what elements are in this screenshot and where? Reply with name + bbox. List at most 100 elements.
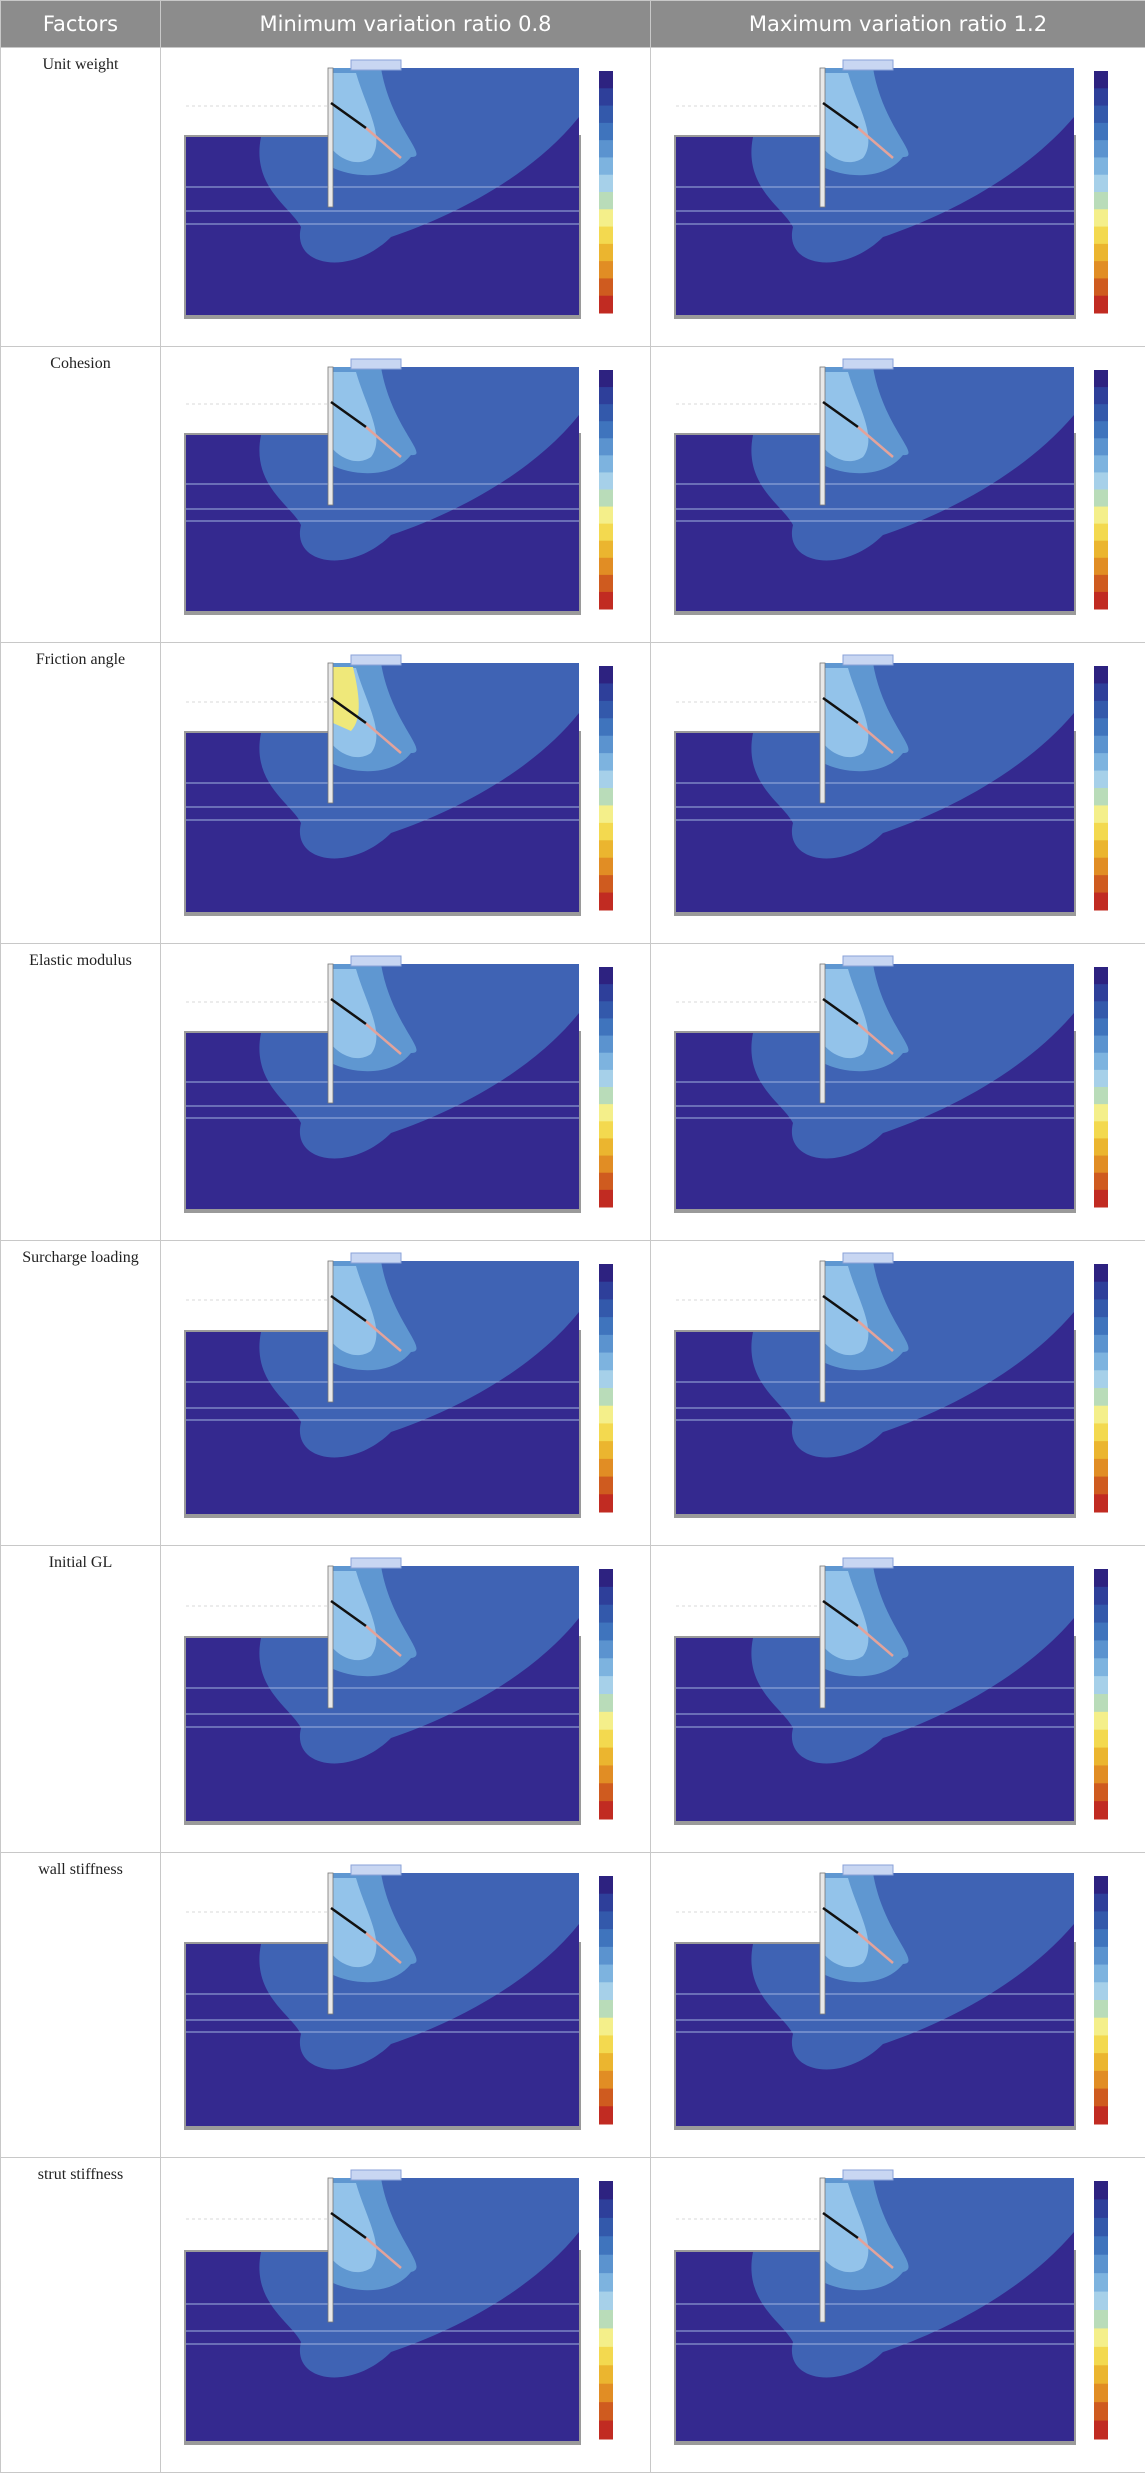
legend-swatch xyxy=(1094,192,1108,210)
legend-swatch xyxy=(1094,209,1108,227)
legend-swatch xyxy=(1094,893,1108,911)
stress-contour-plot xyxy=(184,2170,613,2445)
stress-contour-plot xyxy=(184,359,613,615)
legend-swatch xyxy=(599,2292,613,2311)
legend-swatch xyxy=(599,123,613,141)
legend-swatch xyxy=(599,967,613,985)
factor-label: wall stiffness xyxy=(1,1853,161,2158)
legend-swatch xyxy=(1094,1605,1108,1623)
surcharge-load xyxy=(843,1558,893,1568)
legend-swatch xyxy=(599,858,613,876)
table-row: Elastic modulus xyxy=(1,944,1145,1241)
colour-scale-legend xyxy=(1094,1569,1108,1820)
legend-swatch xyxy=(599,701,613,719)
stress-contour-plot xyxy=(674,359,1108,615)
legend-swatch xyxy=(1094,771,1108,789)
legend-swatch xyxy=(599,88,613,106)
legend-swatch xyxy=(599,1876,613,1894)
legend-swatch xyxy=(599,2071,613,2089)
legend-swatch xyxy=(599,455,613,473)
stress-contour-image xyxy=(651,48,1144,345)
legend-swatch xyxy=(1094,1353,1108,1371)
legend-swatch xyxy=(1094,1894,1108,1912)
table-row: wall stiffness xyxy=(1,1853,1145,2158)
legend-swatch xyxy=(1094,1138,1108,1156)
legend-swatch xyxy=(1094,984,1108,1002)
factor-label: Friction angle xyxy=(1,643,161,944)
surcharge-load xyxy=(351,1253,401,1263)
colour-scale-legend xyxy=(599,370,613,610)
stress-contour-plot xyxy=(184,956,613,1213)
retaining-wall xyxy=(820,2178,825,2322)
contour-zone-yellow xyxy=(333,667,359,731)
legend-swatch xyxy=(1094,2347,1108,2366)
legend-swatch xyxy=(599,2218,613,2237)
legend-swatch xyxy=(1094,296,1108,314)
legend-swatch xyxy=(1094,1569,1108,1587)
legend-swatch xyxy=(599,438,613,456)
legend-swatch xyxy=(1094,1053,1108,1071)
legend-swatch xyxy=(1094,1018,1108,1036)
legend-swatch xyxy=(599,683,613,701)
minimum-variation-figure xyxy=(161,944,651,1241)
surcharge-load xyxy=(351,60,401,70)
legend-swatch xyxy=(599,71,613,89)
legend-swatch xyxy=(1094,1388,1108,1406)
legend-swatch xyxy=(1094,718,1108,736)
legend-swatch xyxy=(599,1441,613,1459)
legend-swatch xyxy=(1094,1676,1108,1694)
legend-swatch xyxy=(1094,2421,1108,2440)
minimum-variation-figure xyxy=(161,643,651,944)
legend-swatch xyxy=(599,2199,613,2218)
legend-swatch xyxy=(1094,261,1108,279)
legend-swatch xyxy=(1094,1001,1108,1019)
legend-swatch xyxy=(599,1894,613,1912)
legend-swatch xyxy=(1094,227,1108,245)
legend-swatch xyxy=(1094,683,1108,701)
colour-scale-legend xyxy=(599,1876,613,2125)
retaining-wall xyxy=(328,1261,333,1402)
legend-swatch xyxy=(1094,387,1108,405)
legend-swatch xyxy=(1094,1299,1108,1317)
legend-swatch xyxy=(599,1783,613,1801)
surcharge-load xyxy=(843,60,893,70)
legend-swatch xyxy=(599,893,613,911)
legend-swatch xyxy=(599,1317,613,1335)
legend-swatch xyxy=(599,1982,613,2000)
legend-swatch xyxy=(599,718,613,736)
colour-scale-legend xyxy=(599,967,613,1208)
legend-swatch xyxy=(1094,1694,1108,1712)
colour-scale-legend xyxy=(599,1569,613,1820)
legend-swatch xyxy=(1094,1423,1108,1441)
legend-swatch xyxy=(1094,858,1108,876)
legend-swatch xyxy=(1094,1190,1108,1208)
legend-swatch xyxy=(1094,175,1108,193)
legend-swatch xyxy=(1094,278,1108,296)
legend-swatch xyxy=(599,788,613,806)
legend-swatch xyxy=(599,1104,613,1122)
legend-swatch xyxy=(599,1353,613,1371)
legend-swatch xyxy=(1094,1264,1108,1282)
legend-swatch xyxy=(1094,1104,1108,1122)
retaining-wall xyxy=(820,663,825,803)
stress-contour-plot xyxy=(674,1865,1108,2130)
legend-swatch xyxy=(599,1965,613,1983)
header-maximum: Maximum variation ratio 1.2 xyxy=(651,1,1145,48)
legend-swatch xyxy=(1094,2328,1108,2347)
legend-swatch xyxy=(1094,1587,1108,1605)
stress-contour-plot xyxy=(184,655,613,916)
stress-contour-plot xyxy=(674,655,1108,916)
factor-label: Unit weight xyxy=(1,48,161,347)
legend-swatch xyxy=(599,1801,613,1819)
legend-swatch xyxy=(599,1264,613,1282)
retaining-wall xyxy=(328,964,333,1103)
legend-swatch xyxy=(1094,1282,1108,1300)
legend-swatch xyxy=(1094,88,1108,106)
maximum-variation-figure xyxy=(651,944,1145,1241)
surcharge-load xyxy=(351,2170,401,2180)
legend-swatch xyxy=(1094,438,1108,456)
legend-swatch xyxy=(599,2236,613,2255)
legend-swatch xyxy=(599,1423,613,1441)
legend-swatch xyxy=(599,2106,613,2124)
legend-swatch xyxy=(1094,1783,1108,1801)
